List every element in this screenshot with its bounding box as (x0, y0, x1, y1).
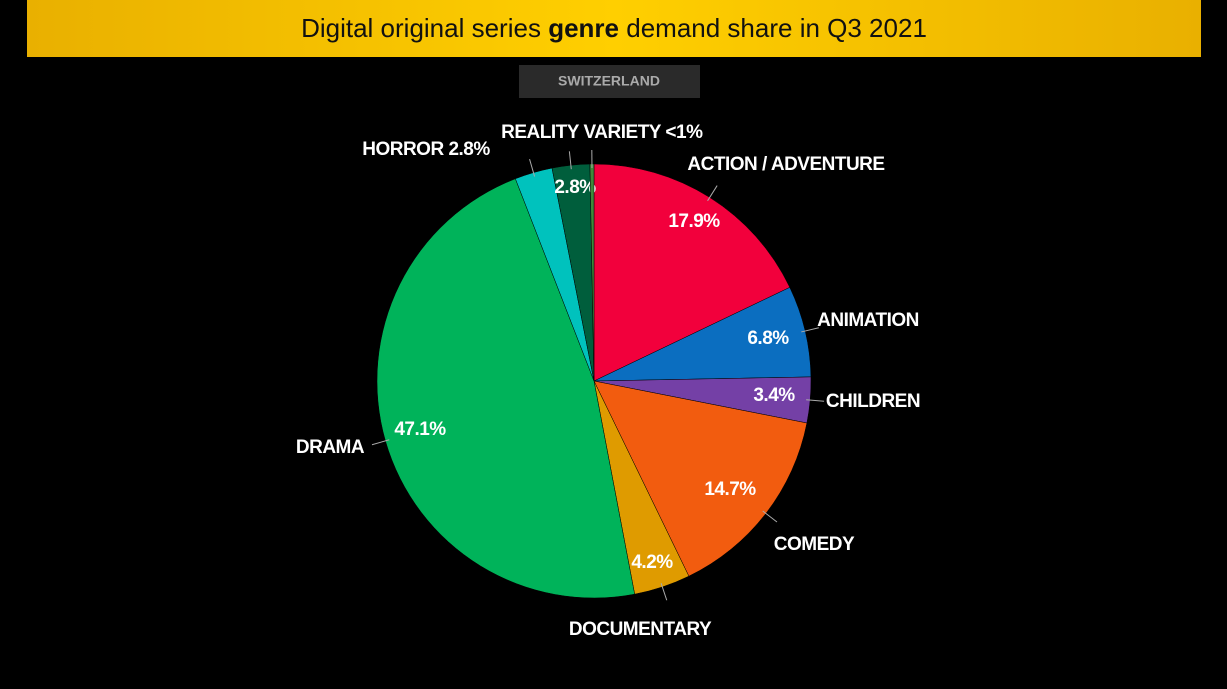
value-label: 4.2% (631, 552, 673, 573)
slice-label: CHILDREN (826, 391, 920, 412)
slice-label: VARIETY <1% (584, 122, 704, 143)
slice-label: REALITY (501, 122, 580, 143)
value-label: 17.9% (668, 211, 720, 232)
category-label: DOCUMENTARY (569, 619, 712, 640)
title-banner (27, 0, 1201, 57)
leader-line (801, 327, 819, 333)
chart-title: Digital original series genre demand sha… (301, 13, 927, 43)
slice-label: ACTION / ADVENTURE (687, 154, 884, 175)
leader-line (707, 185, 718, 202)
leader-line (371, 439, 390, 446)
category-label: COMEDY (774, 534, 855, 555)
value-label: 3.4% (753, 385, 795, 406)
value-label: 6.8% (747, 328, 789, 349)
value-label: 14.7% (704, 479, 756, 500)
pie: ACTION / ADVENTURE 17.9% ANIMATION 6.8% CHIL… (296, 122, 921, 640)
title-emphasis: genre (548, 13, 619, 43)
slice-label: HORROR 2.8% (362, 139, 490, 160)
leader-line (568, 151, 572, 170)
title-start: Digital original series (301, 13, 541, 43)
value-label: 47.1% (394, 419, 446, 440)
category-label: ACTION / ADVENTURE (687, 154, 884, 175)
leader-line (762, 510, 778, 523)
slice-label: DRAMA (296, 437, 365, 458)
category-label: DRAMA (296, 437, 365, 458)
slice-label: COMEDY (774, 534, 855, 555)
title-end: demand share in Q3 2021 (626, 13, 927, 43)
leader-line (806, 399, 825, 402)
slice-label: DOCUMENTARY (569, 619, 712, 640)
slice-label: ANIMATION (817, 310, 919, 331)
subtitle: SWITZERLAND (558, 73, 660, 89)
category-label: CHILDREN (826, 391, 920, 412)
category-label: REALITY (501, 122, 580, 143)
subtitle-box (519, 65, 700, 98)
leader-line (529, 159, 536, 177)
value-label: 2.8% (554, 177, 596, 198)
category-label: VARIETY (584, 122, 662, 143)
value-label: <1% (665, 122, 703, 143)
category-label: HORROR (362, 139, 444, 160)
value-label: 2.8% (448, 139, 490, 160)
leader-line (660, 582, 668, 601)
category-label: ANIMATION (817, 310, 919, 331)
